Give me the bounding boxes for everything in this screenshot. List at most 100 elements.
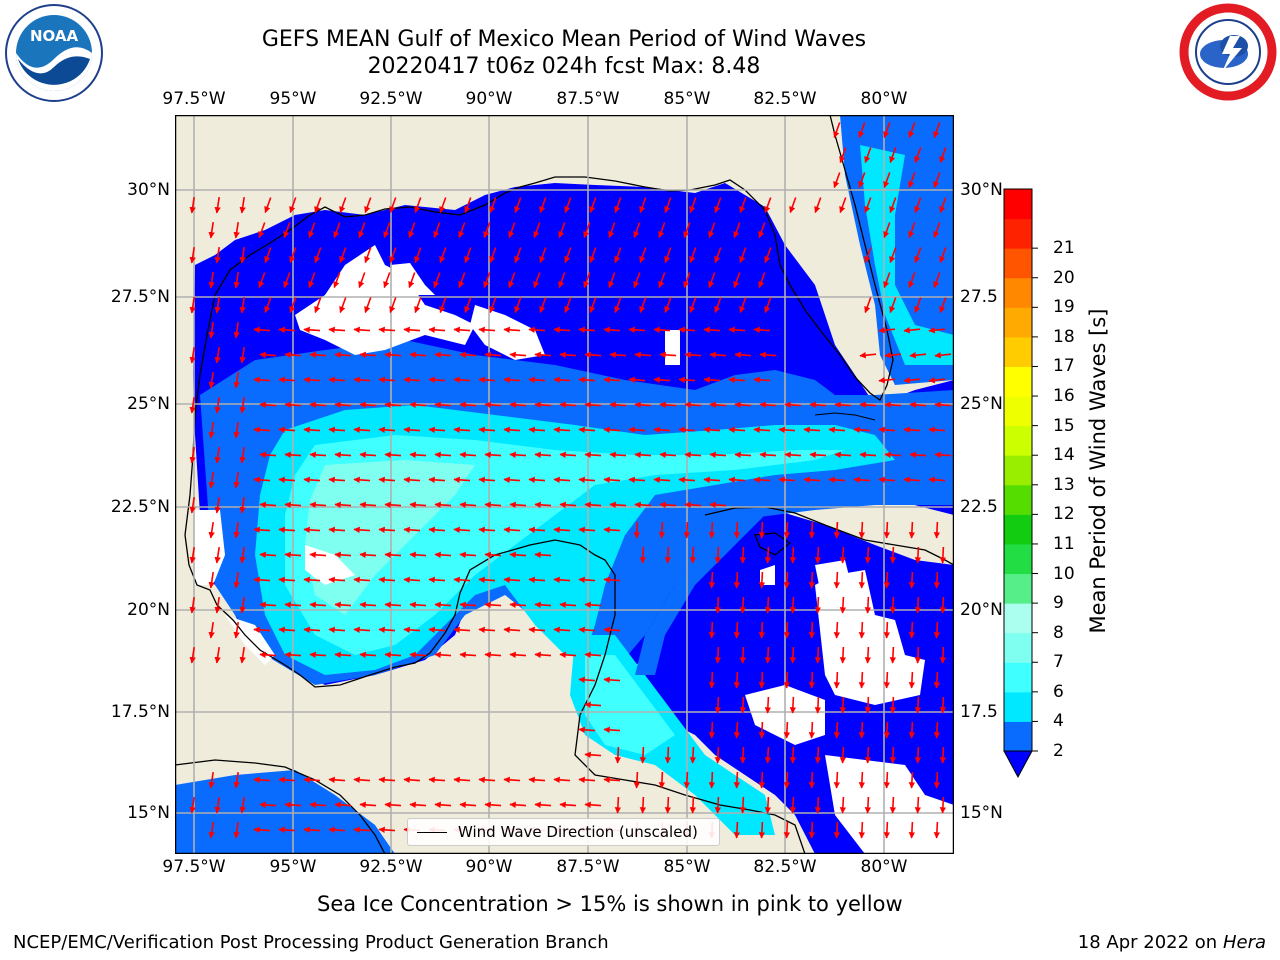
lat-tick-right: 15°N <box>960 803 1003 823</box>
wave-direction-arrow <box>634 451 652 459</box>
wave-direction-arrow <box>384 351 402 359</box>
wave-direction-arrow <box>359 401 377 409</box>
wave-direction-arrow <box>634 351 652 359</box>
wave-direction-arrow <box>914 247 922 264</box>
nodata-patch-11 <box>815 560 850 590</box>
wave-direction-arrow <box>733 222 741 239</box>
wave-direction-arrow <box>339 247 347 264</box>
wave-direction-arrow <box>428 776 446 784</box>
wave-direction-arrow <box>883 272 891 289</box>
wave-direction-arrow <box>814 646 822 664</box>
wave-direction-arrow <box>833 671 841 689</box>
wave-direction-arrow <box>503 776 521 784</box>
wave-direction-arrow <box>278 626 296 634</box>
wave-direction-arrow <box>214 596 221 614</box>
colorbar-tick-label: 15 <box>1053 415 1075 436</box>
wave-direction-arrow <box>584 501 602 509</box>
wave-direction-arrow <box>483 272 491 289</box>
wave-direction-arrow <box>478 476 496 484</box>
wave-direction-arrow <box>603 776 621 784</box>
wave-direction-arrow <box>414 297 422 314</box>
wave-direction-arrow <box>614 247 622 264</box>
wave-direction-arrow <box>534 651 552 659</box>
wave-direction-arrow <box>208 471 215 489</box>
wave-direction-arrow <box>553 776 571 784</box>
wave-direction-arrow <box>764 646 772 664</box>
wave-direction-arrow <box>414 197 422 214</box>
wave-direction-arrow <box>908 521 916 539</box>
colorbar-tick-label: 2 <box>1053 741 1064 761</box>
wave-direction-arrow <box>789 596 797 614</box>
wave-direction-arrow <box>733 521 741 539</box>
caribbean-band-2-4 <box>635 515 765 675</box>
map-frame <box>175 115 954 854</box>
wave-direction-arrow <box>233 371 240 389</box>
wave-direction-arrow <box>428 476 446 484</box>
wave-direction-arrow <box>259 651 277 659</box>
wave-direction-arrow <box>358 222 366 239</box>
wave-direction-arrow <box>334 801 352 809</box>
wave-direction-arrow <box>239 346 246 364</box>
wave-direction-arrow <box>864 696 872 714</box>
wave-direction-arrow <box>764 247 772 264</box>
lon-tick-top: 85°W <box>663 89 711 109</box>
wave-direction-arrow <box>558 272 566 289</box>
wave-direction-arrow <box>708 771 716 789</box>
wave-direction-arrow <box>939 197 947 214</box>
colorbar-segment <box>1004 691 1032 722</box>
wave-direction-arrow <box>689 197 697 214</box>
wave-direction-arrow <box>589 197 597 214</box>
wave-direction-arrow <box>278 476 296 484</box>
footer-date: 18 Apr 2022 on Hera <box>1078 932 1266 954</box>
wave-direction-arrow <box>914 297 922 314</box>
wave-direction-arrow <box>403 376 421 384</box>
wave-direction-arrow <box>334 351 352 359</box>
wave-direction-arrow <box>459 501 477 509</box>
wave-direction-arrow <box>334 651 352 659</box>
wave-direction-arrow <box>933 521 941 539</box>
wave-direction-arrow <box>639 297 647 314</box>
wave-direction-arrow <box>814 546 822 564</box>
wave-direction-arrow <box>214 246 221 264</box>
wave-direction-arrow <box>484 401 502 409</box>
wave-direction-arrow <box>614 197 622 214</box>
wave-direction-arrow <box>614 796 622 814</box>
wave-direction-arrow <box>684 501 702 509</box>
wave-direction-arrow <box>534 551 552 559</box>
wave-direction-arrow <box>858 521 866 539</box>
wave-direction-arrow <box>289 197 297 214</box>
wave-direction-arrow <box>883 821 891 839</box>
wave-direction-arrow <box>453 576 471 584</box>
wave-direction-arrow <box>428 376 446 384</box>
wave-direction-arrow <box>259 351 277 359</box>
wave-direction-arrow <box>578 476 596 484</box>
colorbar-tick-label: 16 <box>1053 386 1075 407</box>
wave-direction-arrow <box>384 451 402 459</box>
wave-direction-arrow <box>239 396 246 414</box>
wave-direction-arrow <box>384 401 402 409</box>
colorbar-segment <box>1004 277 1032 308</box>
wave-direction-arrow <box>459 451 477 459</box>
wave-direction-arrow <box>384 651 402 659</box>
wave-direction-arrow <box>734 451 752 459</box>
wave-direction-arrow <box>633 222 641 239</box>
wave-direction-arrow <box>609 401 627 409</box>
wave-direction-arrow <box>439 197 447 214</box>
wave-direction-arrow <box>914 546 922 564</box>
wave-direction-arrow <box>933 272 941 289</box>
wave-direction-arrow <box>834 451 852 459</box>
wave-direction-arrow <box>783 621 791 639</box>
wave-direction-arrow <box>784 401 802 409</box>
wave-direction-arrow <box>883 521 891 539</box>
wave-direction-arrow <box>628 376 646 384</box>
wave-direction-arrow <box>509 651 527 659</box>
wave-direction-arrow <box>459 351 477 359</box>
wave-direction-arrow <box>564 197 572 214</box>
pacific-water <box>175 770 395 854</box>
wave-direction-arrow <box>914 147 922 164</box>
wave-direction-arrow <box>208 271 215 289</box>
wave-direction-arrow <box>933 222 941 239</box>
wave-direction-arrow <box>639 796 647 814</box>
lon-tick-bottom: 97.5°W <box>162 857 226 877</box>
colorbar-tick-label: 14 <box>1053 445 1075 466</box>
